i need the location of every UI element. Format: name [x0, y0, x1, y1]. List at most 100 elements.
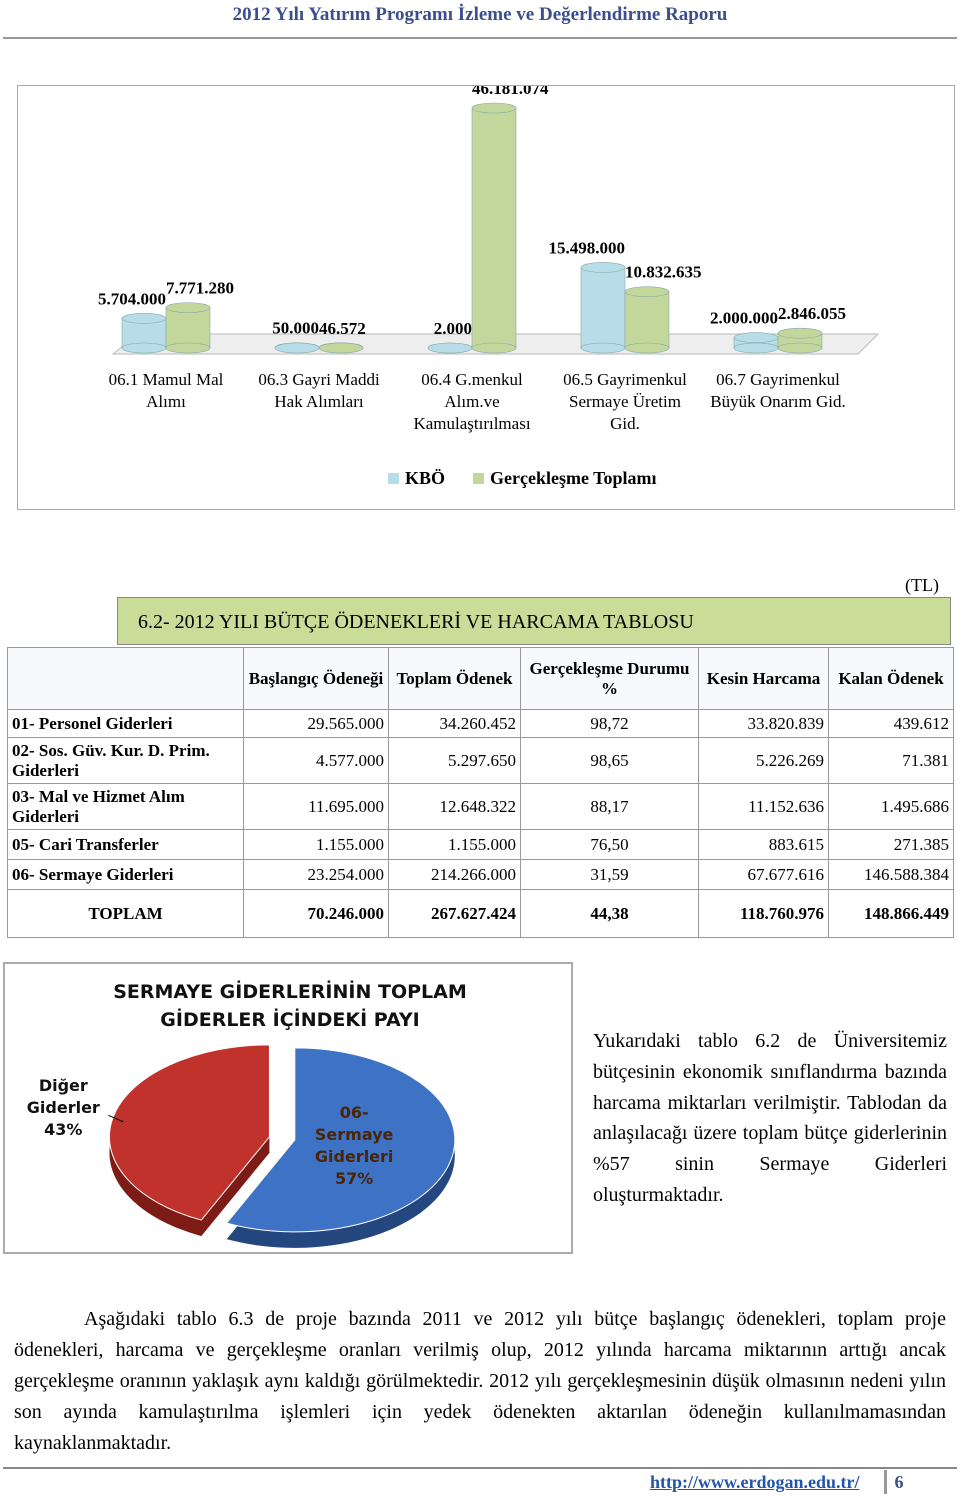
- pie-plot: [108, 1044, 456, 1248]
- table-row: 01- Personel Giderleri 29.565.000 34.260.4…: [7, 709, 954, 738]
- row-label: 05- Cari Transferler: [7, 829, 244, 860]
- bar-cap: [471, 102, 517, 114]
- bar-base: [318, 342, 364, 354]
- table-row: 03- Mal ve Hizmet Alım Giderleri 11.695.0…: [7, 783, 954, 830]
- table-cell: 11.695.000: [243, 783, 389, 830]
- bar-cap: [733, 332, 779, 343]
- bar-base: [427, 342, 473, 354]
- header-cell: Gerçekleşme Durumu %: [520, 647, 699, 710]
- bar: [624, 291, 670, 349]
- pie-slice: [225, 1047, 456, 1233]
- table-cell: 5.297.650: [388, 737, 521, 784]
- pie-value-label: 43%: [44, 1120, 83, 1140]
- bar-cap: [777, 327, 823, 339]
- budget-table: Başlangıç Ödeneği Toplam Ödenek Gerçekleşm…: [7, 647, 954, 938]
- bar-cap: [121, 313, 167, 324]
- bar-cap: [165, 302, 211, 313]
- table-cell: 98,65: [520, 737, 699, 784]
- table-cell: 31,59: [520, 859, 699, 890]
- table-cell: 883.615: [698, 829, 829, 860]
- leader-line: [108, 1114, 124, 1123]
- legend-swatch: [388, 473, 399, 484]
- table-cell: 1.495.686: [828, 783, 954, 830]
- data-label: 5.704.000: [98, 289, 166, 308]
- footer-rule: [3, 1467, 957, 1469]
- table-cell: 12.648.322: [388, 783, 521, 830]
- data-label: 10.832.635: [625, 263, 702, 282]
- paragraph: Aşağıdaki tablo 6.3 de proje bazında 201…: [14, 1308, 946, 1454]
- table-cell: 88,17: [520, 783, 699, 830]
- table-row: 06- Sermaye Giderleri 23.254.000 214.266.0…: [7, 859, 954, 890]
- row-label: 01- Personel Giderleri: [7, 709, 244, 738]
- bar-base: [121, 342, 167, 354]
- paragraph: Yukarıdaki tablo 6.2 de Üniversitemiz bü…: [593, 1030, 947, 1206]
- bar-base: [624, 342, 670, 354]
- table-row: TOPLAM 70.246.000 267.627.424 44,38 118.760.…: [7, 889, 954, 938]
- bar-cap: [580, 262, 626, 273]
- pie-value-label: 57%: [334, 1169, 374, 1189]
- x-tick-label: 06.4 G.menkul Alım.ve Kamulaştırılması: [413, 370, 531, 433]
- legend-label: KBÖ: [405, 468, 446, 488]
- header-title: 2012 Yılı Yatırım Programı İzleme ve Değ…: [232, 4, 728, 25]
- header-rule: [3, 37, 957, 39]
- table-cell: 267.627.424: [388, 889, 521, 938]
- table-title: 6.2- 2012 YILI BÜTÇE ÖDENEKLERİ VE HARCA…: [117, 597, 951, 645]
- table-cell: 70.246.000: [243, 889, 389, 938]
- header-cell: Başlangıç Ödeneği: [243, 647, 389, 710]
- pie-label-name: 06- Sermaye Giderleri: [314, 1103, 394, 1167]
- header-cell: Kesin Harcama: [698, 647, 829, 710]
- data-label: 2.000: [434, 319, 472, 338]
- pie-label: 06- Sermaye Giderleri 57%: [304, 1102, 404, 1190]
- bar-base: [274, 342, 320, 354]
- table-cell: 1.155.000: [243, 829, 389, 860]
- table-unit: (TL): [905, 575, 939, 595]
- page-number: 6: [884, 1470, 911, 1494]
- legend-swatch: [473, 473, 484, 484]
- bar-base: [471, 342, 517, 354]
- bar-base: [165, 342, 211, 354]
- header-cell: Toplam Ödenek: [388, 647, 521, 710]
- table-cell: 1.155.000: [388, 829, 521, 860]
- table-cell: 67.677.616: [698, 859, 829, 890]
- table-cell: 11.152.636: [698, 783, 829, 830]
- bar-base: [580, 342, 626, 354]
- bar: [165, 307, 211, 349]
- row-label: 02- Sos. Güv. Kur. D. Prim. Giderleri: [7, 737, 244, 784]
- data-label: 46.181.074: [472, 86, 549, 98]
- table-cell: 44,38: [520, 889, 699, 938]
- bar-base: [733, 342, 779, 354]
- bar: [471, 107, 517, 349]
- bar-cap: [624, 286, 670, 298]
- x-tick-label: 06.7 Gayrimenkul Büyük Onarım Gid.: [710, 370, 846, 411]
- legend-item: KBÖ: [388, 468, 445, 489]
- pie-chart: SERMAYE GİDERLERİNİN TOPLAM GİDERLER İÇİ…: [3, 962, 573, 1254]
- data-label: 2.000.000: [710, 309, 778, 328]
- bar: [580, 267, 626, 349]
- table-cell: 214.266.000: [388, 859, 521, 890]
- legend-label: Gerçekleşme Toplamı: [490, 468, 657, 488]
- table-cell: 4.577.000: [243, 737, 389, 784]
- data-label: 15.498.000: [549, 238, 626, 257]
- table-cell: 76,50: [520, 829, 699, 860]
- legend-item: Gerçekleşme Toplamı: [473, 468, 656, 489]
- table-cell: 118.760.976: [698, 889, 829, 938]
- data-label: 46.572: [319, 319, 366, 338]
- table-cell: 148.866.449: [828, 889, 954, 938]
- table-cell: 33.820.839: [698, 709, 829, 738]
- table-row: 02- Sos. Güv. Kur. D. Prim. Giderleri 4.5…: [7, 737, 954, 784]
- row-label: 03- Mal ve Hizmet Alım Giderleri: [7, 783, 244, 830]
- footer-link[interactable]: http://www.erdogan.edu.tr/: [650, 1472, 860, 1492]
- data-label: 2.846.055: [778, 304, 846, 323]
- table-cell: 98,72: [520, 709, 699, 738]
- table-header-row: Başlangıç Ödeneği Toplam Ödenek Gerçekleşm…: [7, 647, 954, 710]
- table-row: 05- Cari Transferler 1.155.000 1.155.000 76…: [7, 829, 954, 860]
- table-cell: 146.588.384: [828, 859, 954, 890]
- row-label: TOPLAM: [7, 889, 244, 938]
- table-cell: 5.226.269: [698, 737, 829, 784]
- table-cell: 29.565.000: [243, 709, 389, 738]
- row-label: 06- Sermaye Giderleri: [7, 859, 244, 890]
- header-cell: [7, 647, 244, 710]
- data-label: 7.771.280: [166, 279, 234, 298]
- x-tick-label: 06.1 Mamul Mal Alımı: [108, 370, 224, 411]
